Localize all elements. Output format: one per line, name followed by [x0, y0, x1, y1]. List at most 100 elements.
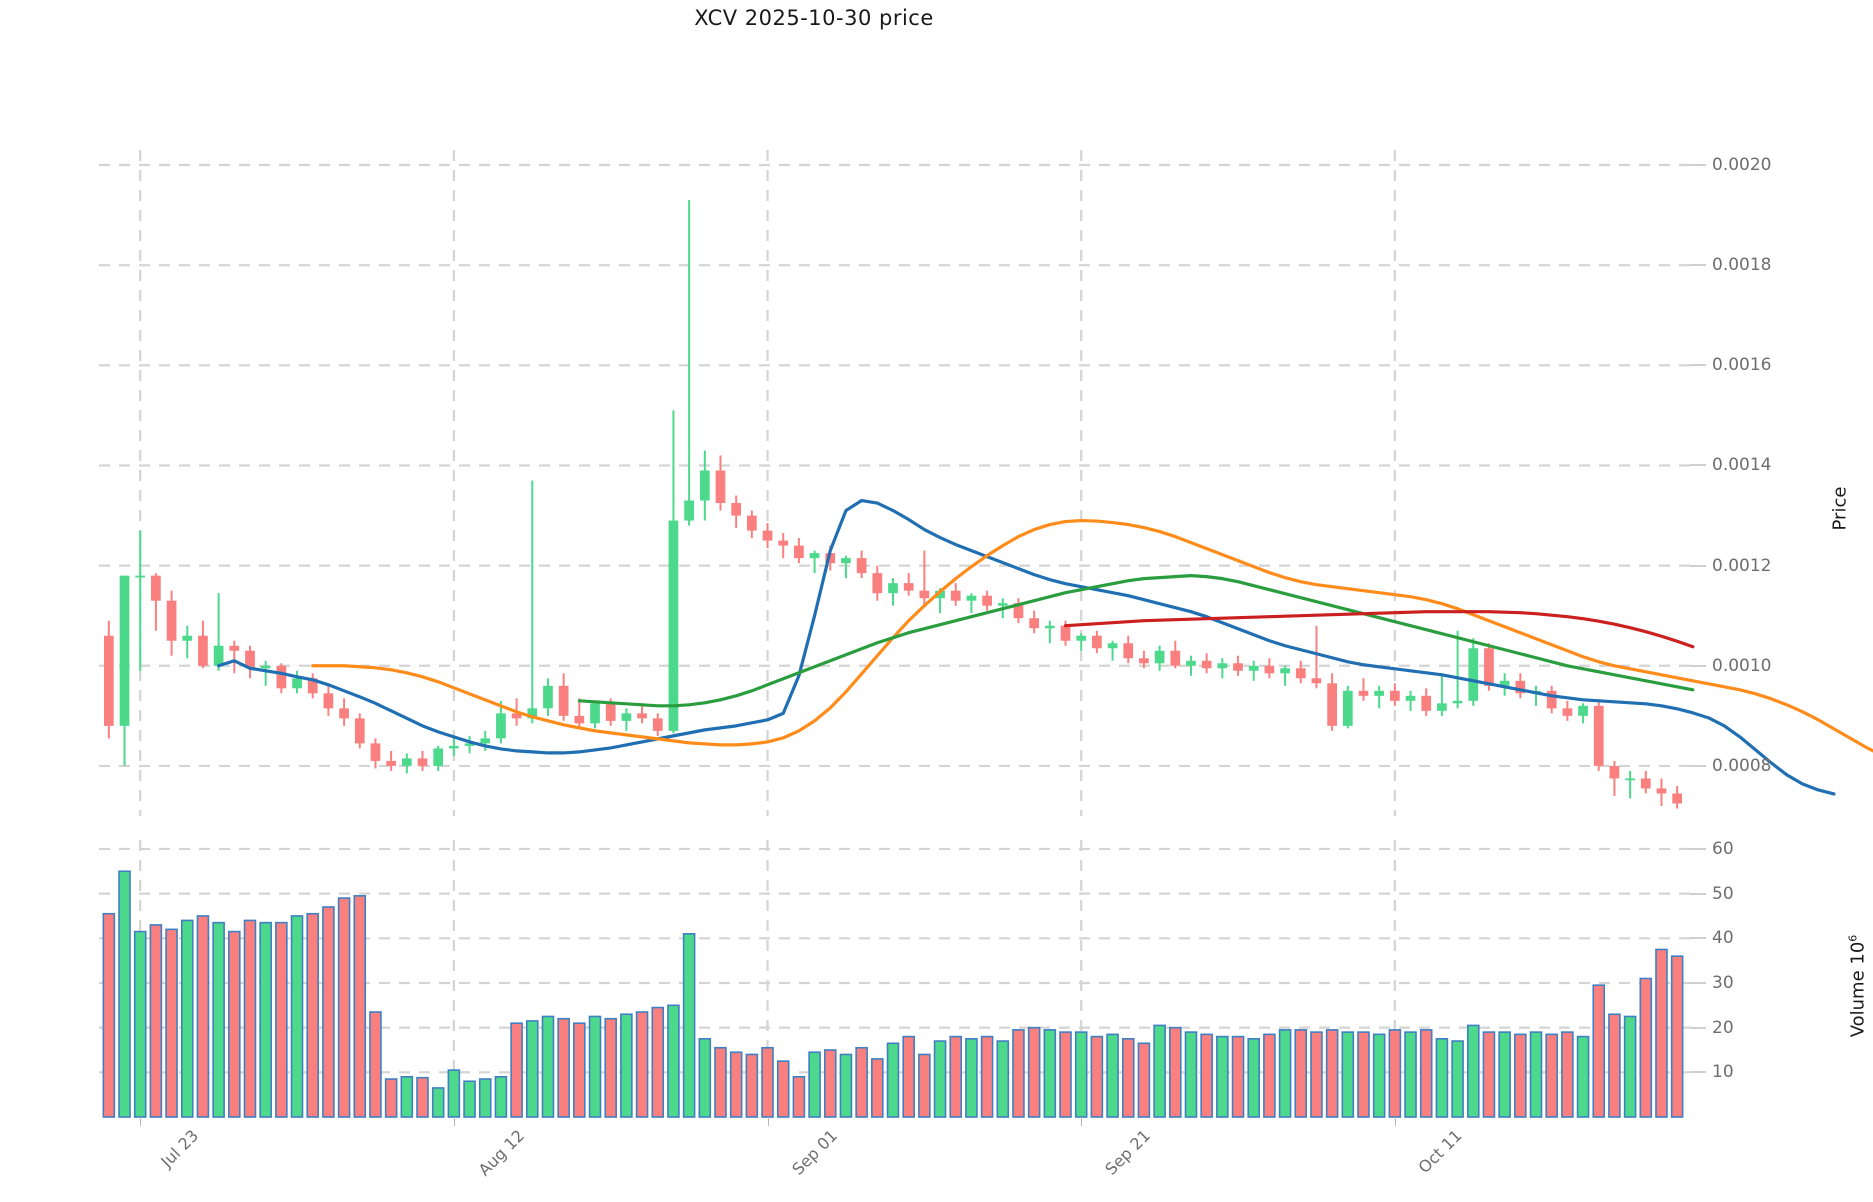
volume-bar	[698, 1038, 712, 1118]
candlestick	[1531, 685, 1541, 706]
candlestick	[778, 533, 789, 559]
candle-body	[731, 503, 742, 516]
candle-body	[1468, 648, 1479, 701]
volume-bar	[729, 1051, 743, 1118]
candlestick	[856, 550, 867, 579]
volume-bar	[871, 1058, 884, 1118]
volume-bar	[478, 1078, 492, 1118]
volume-bar	[337, 897, 351, 1118]
candle-body	[339, 708, 349, 719]
candle-body	[637, 713, 647, 719]
candle-body	[1405, 695, 1416, 701]
volume-bar	[463, 1080, 476, 1118]
volume-bar	[1529, 1031, 1543, 1118]
candle-body	[1327, 683, 1337, 726]
candlestick	[151, 573, 161, 631]
volume-bar	[949, 1035, 963, 1118]
candlestick	[1201, 653, 1212, 674]
candle-body	[1044, 625, 1055, 629]
candlestick	[1593, 700, 1604, 771]
candlestick	[731, 495, 742, 529]
x-tick-label: Oct 11	[1414, 1126, 1466, 1177]
volume-bar	[965, 1038, 978, 1118]
volume-bar	[1278, 1029, 1292, 1118]
candlestick	[590, 700, 600, 729]
candle-body	[1170, 650, 1181, 666]
price-tick-label: 0.0016	[1712, 355, 1772, 376]
candle-body	[182, 635, 193, 641]
candlestick	[1013, 598, 1024, 624]
candlestick	[1672, 785, 1683, 809]
volume-bar	[1357, 1031, 1370, 1118]
volume-bar	[1482, 1031, 1496, 1118]
candlestick	[715, 455, 726, 511]
candle-body	[1625, 778, 1635, 781]
candle-body	[1484, 648, 1494, 686]
x-tick-mark	[453, 1117, 455, 1126]
candlestick	[1044, 620, 1055, 644]
candlestick	[1374, 685, 1385, 709]
candle-body	[1515, 680, 1526, 694]
candle-body	[605, 703, 616, 721]
volume-bar	[808, 1051, 821, 1118]
candlestick	[1248, 660, 1259, 681]
candle-body	[307, 678, 318, 694]
candle-body	[558, 685, 569, 716]
volume-bar	[714, 1046, 727, 1118]
volume-bar	[322, 906, 335, 1118]
candlestick	[543, 678, 553, 716]
candlestick	[1437, 673, 1447, 716]
candle-body	[668, 520, 679, 731]
candlestick	[449, 738, 459, 756]
candlestick	[401, 753, 412, 774]
candlestick	[1076, 633, 1087, 651]
volume-bar	[1027, 1026, 1041, 1118]
candlestick	[652, 713, 663, 736]
candlestick	[354, 713, 365, 749]
volume-bar	[1325, 1029, 1339, 1118]
volume-bar	[1608, 1013, 1621, 1118]
volume-axis-label: Volume 106	[1846, 935, 1868, 1038]
candle-body	[1186, 660, 1196, 666]
candle-body	[841, 558, 851, 564]
volume-bar	[228, 930, 241, 1118]
candle-body	[354, 718, 365, 744]
volume-bar	[243, 919, 257, 1118]
candlestick	[292, 670, 302, 694]
candlestick	[888, 578, 898, 606]
candle-body	[1342, 690, 1353, 726]
ma-line-ma-slow	[577, 574, 1695, 708]
volume-bar	[133, 930, 147, 1118]
volume-bar	[1012, 1029, 1025, 1118]
volume-bar	[667, 1004, 680, 1118]
volume-bar	[1059, 1031, 1072, 1118]
candle-body	[778, 540, 789, 546]
candle-body	[762, 530, 773, 541]
candlestick	[323, 685, 334, 716]
candlestick	[1029, 610, 1040, 634]
candle-body	[245, 650, 255, 669]
volume-tick-mark	[1690, 981, 1706, 984]
volume-bar	[557, 1017, 570, 1118]
candlestick	[1264, 658, 1275, 679]
candlestick	[746, 510, 757, 539]
candle-body	[1060, 625, 1071, 641]
candlestick	[1170, 640, 1181, 669]
volume-bar	[1231, 1035, 1245, 1118]
candlestick	[1358, 678, 1369, 701]
candlestick	[1421, 688, 1432, 716]
volume-bar	[1169, 1026, 1182, 1118]
candle-body	[1076, 635, 1087, 641]
candle-body	[1280, 668, 1290, 674]
candlestick	[182, 625, 193, 659]
candlestick	[950, 583, 961, 606]
candle-body	[166, 600, 177, 641]
candlestick	[1107, 640, 1118, 661]
volume-bar	[980, 1035, 994, 1118]
volume-bar	[1043, 1029, 1057, 1118]
candlestick	[229, 640, 240, 674]
x-tick-mark	[140, 1117, 142, 1126]
volume-bar	[1655, 948, 1668, 1118]
candlestick	[919, 550, 930, 606]
volume-bar	[1466, 1024, 1480, 1118]
